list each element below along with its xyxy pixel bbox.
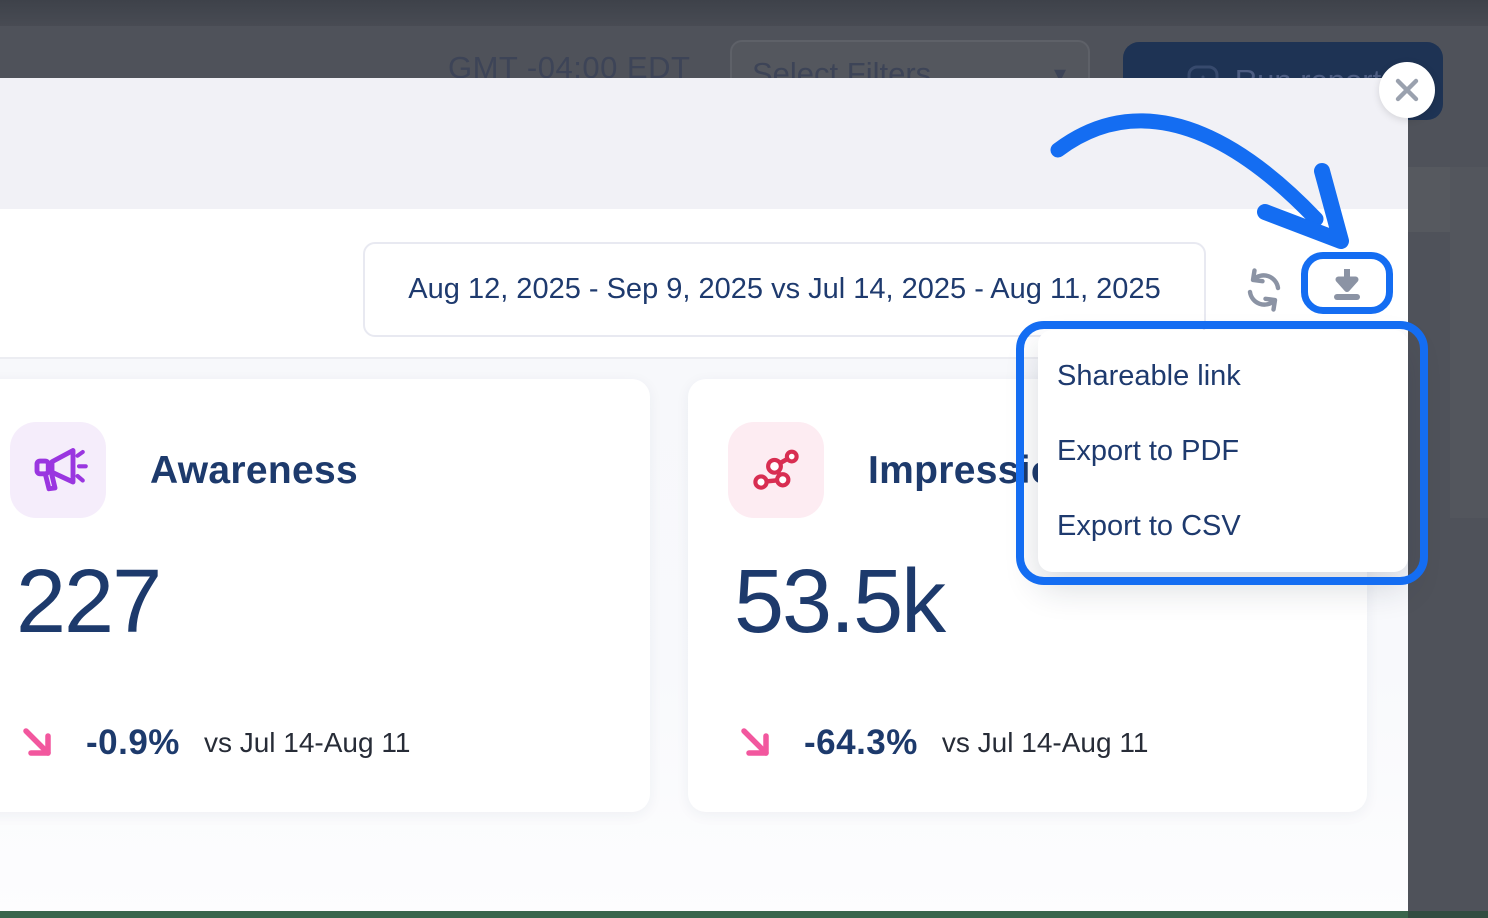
delta-comparison: vs Jul 14-Aug 11 [941,727,1149,758]
card-value: 53.5k [734,552,946,652]
card-delta-row: -0.9% vs Jul 14-Aug 11 [18,715,410,771]
delta-comparison: vs Jul 14-Aug 11 [203,727,411,758]
refresh-button[interactable] [1240,266,1288,314]
scatter-points-icon [740,434,812,506]
report-modal: Aug 12, 2025 - Sep 9, 2025 vs Jul 14, 20… [0,78,1408,918]
date-range-picker[interactable]: Aug 12, 2025 - Sep 9, 2025 vs Jul 14, 20… [363,242,1206,337]
download-icon [1326,263,1368,303]
bottom-edge-bar [0,911,1488,918]
arrow-down-right-icon [736,723,776,763]
megaphone-icon [22,434,94,506]
download-export-button[interactable] [1301,252,1393,314]
menu-item-export-pdf[interactable]: Export to PDF [1057,434,1240,467]
backdrop-top-band [0,0,1488,26]
metric-card-awareness: Awareness 227 -0.9% vs Jul 14-Aug 11 [0,379,650,812]
modal-header-band [0,78,1408,209]
backdrop-panel-edge-2 [1450,167,1488,518]
arrow-down-right-icon [18,723,58,763]
refresh-icon [1241,267,1287,313]
close-button[interactable] [1379,62,1435,118]
impressions-icon-tile [728,422,824,518]
close-icon [1394,77,1420,103]
card-delta-row: -64.3% vs Jul 14-Aug 11 [736,715,1148,771]
delta-value: -0.9% [86,723,180,762]
card-value: 227 [16,552,162,652]
menu-item-export-csv[interactable]: Export to CSV [1057,509,1241,542]
menu-item-shareable-link[interactable]: Shareable link [1057,359,1241,392]
date-range-text: Aug 12, 2025 - Sep 9, 2025 vs Jul 14, 20… [408,273,1161,305]
export-menu: Shareable link Export to PDF Export to C… [1038,330,1408,572]
card-title: Awareness [150,449,358,492]
bottom-edge-bar-dim [1408,911,1488,918]
awareness-icon-tile [10,422,106,518]
delta-value: -64.3% [804,723,918,762]
